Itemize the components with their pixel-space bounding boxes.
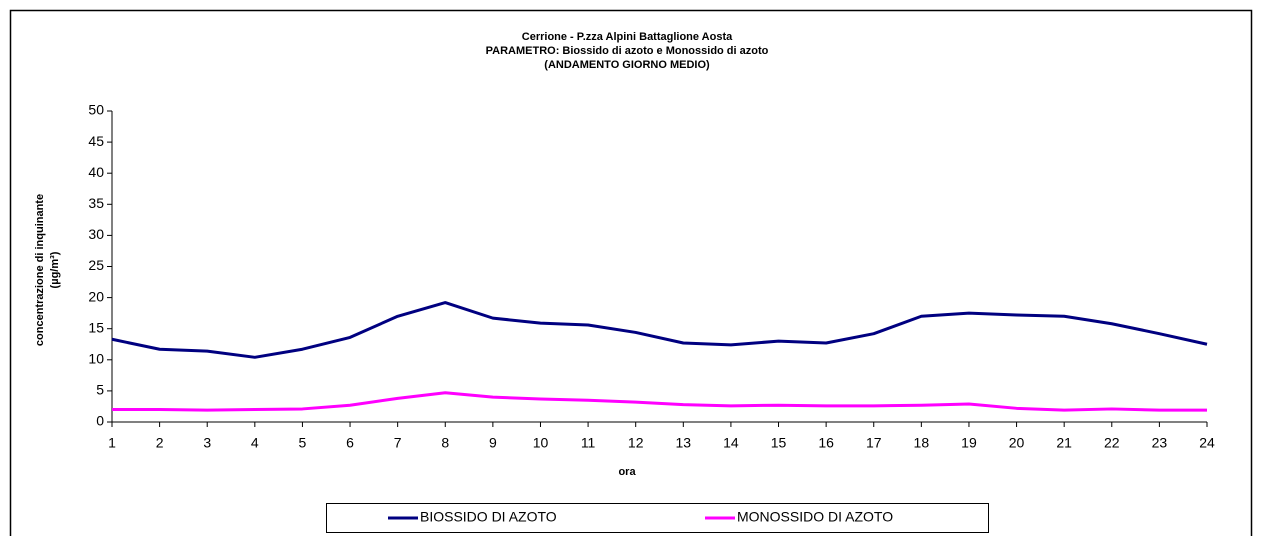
- x-tick-label: 3: [203, 435, 211, 451]
- x-tick-label: 14: [723, 435, 739, 451]
- y-tick-label: 5: [96, 382, 104, 398]
- series-line: [112, 391, 1207, 412]
- chart-title: Cerrione - P.zza Alpini Battaglione Aost…: [522, 31, 733, 43]
- legend-label: MONOSSIDO DI AZOTO: [737, 509, 893, 525]
- x-tick-label: 20: [1009, 435, 1025, 451]
- legend-label: BIOSSIDO DI AZOTO: [420, 509, 557, 525]
- x-tick-label: 17: [866, 435, 882, 451]
- y-tick-label: 25: [88, 257, 104, 273]
- x-tick-label: 18: [914, 435, 930, 451]
- x-axis-label: ora: [618, 466, 636, 478]
- x-tick-label: 7: [394, 435, 402, 451]
- x-tick-label: 23: [1152, 435, 1168, 451]
- x-tick-label: 24: [1199, 435, 1215, 451]
- x-tick-label: 1: [108, 435, 116, 451]
- y-axis-label: concentrazione di inquinante: [34, 194, 46, 346]
- y-tick-label: 35: [88, 195, 104, 211]
- x-tick-label: 19: [961, 435, 977, 451]
- x-tick-label: 2: [156, 435, 164, 451]
- x-tick-label: 10: [533, 435, 549, 451]
- x-tick-label: 21: [1056, 435, 1072, 451]
- x-tick-label: 5: [299, 435, 307, 451]
- x-tick-label: 22: [1104, 435, 1120, 451]
- y-tick-label: 45: [88, 133, 104, 149]
- x-tick-label: 4: [251, 435, 259, 451]
- x-tick-label: 16: [818, 435, 834, 451]
- y-tick-label: 50: [88, 102, 104, 118]
- x-tick-label: 11: [581, 435, 596, 451]
- x-tick-label: 13: [676, 435, 692, 451]
- x-tick-label: 12: [628, 435, 644, 451]
- x-tick-label: 6: [346, 435, 354, 451]
- x-tick-label: 15: [771, 435, 787, 451]
- series-line: [111, 301, 1208, 359]
- y-tick-label: 15: [88, 319, 104, 335]
- y-tick-label: 30: [88, 226, 104, 242]
- y-axis-label: (µg/m³): [49, 251, 61, 288]
- x-tick-label: 9: [489, 435, 497, 451]
- y-tick-label: 20: [88, 288, 104, 304]
- y-tick-label: 10: [88, 351, 104, 367]
- chart-title: PARAMETRO: Biossido di azoto e Monossido…: [486, 45, 769, 57]
- y-tick-label: 0: [96, 413, 104, 429]
- chart-border: [9, 9, 1253, 536]
- legend: [326, 503, 989, 533]
- chart-title: (ANDAMENTO GIORNO MEDIO): [544, 59, 710, 71]
- x-tick-label: 8: [441, 435, 449, 451]
- y-tick-label: 40: [88, 164, 104, 180]
